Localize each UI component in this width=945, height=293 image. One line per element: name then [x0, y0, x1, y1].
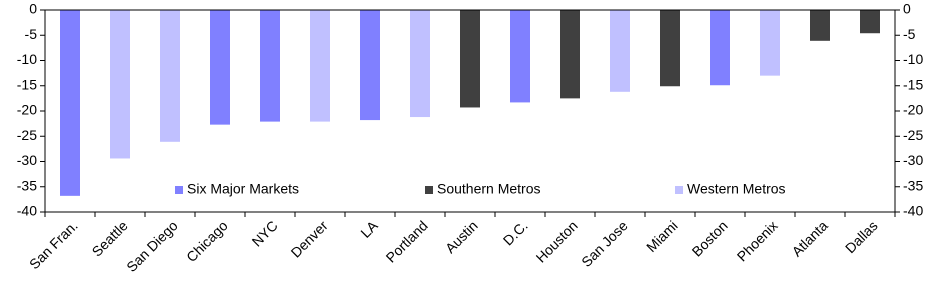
x-tick-label: Phoenix: [734, 217, 781, 264]
x-tick-label: Denver: [288, 217, 331, 260]
y-tick-label: -25: [17, 127, 37, 143]
bar: [210, 10, 230, 125]
y-tick-label: -35: [17, 177, 37, 193]
bar: [260, 10, 280, 122]
legend-swatch: [175, 186, 183, 194]
x-tick-label: Seattle: [89, 217, 131, 259]
x-tick-label: San Jose: [578, 217, 631, 270]
x-tick-label: San Diego: [123, 217, 181, 275]
x-tick-label: D.C.: [500, 217, 531, 248]
y2-tick-label: -10: [903, 51, 923, 67]
y2-tick-label: -30: [903, 152, 923, 168]
bar: [510, 10, 530, 103]
y2-tick-label: -15: [903, 76, 923, 92]
y2-tick-label: -5: [903, 26, 916, 42]
x-tick-label: San Fran.: [26, 217, 81, 272]
x-tick-label: Boston: [689, 217, 731, 259]
y-tick-label: -30: [17, 152, 37, 168]
bar: [60, 10, 80, 196]
bar: [810, 10, 830, 41]
x-tick-label: NYC: [249, 217, 281, 249]
x-tick-label: Miami: [643, 217, 681, 255]
y2-tick-label: -25: [903, 127, 923, 143]
legend-swatch: [425, 186, 433, 194]
y2-tick-label: 0: [903, 1, 911, 17]
bar: [560, 10, 580, 99]
bar: [410, 10, 430, 118]
x-tick-label: Dallas: [842, 217, 881, 256]
bar: [110, 10, 130, 159]
y2-tick-label: -20: [903, 102, 923, 118]
y-tick-label: -15: [17, 76, 37, 92]
legend-label: Southern Metros: [437, 181, 541, 197]
bar: [460, 10, 480, 108]
bar: [710, 10, 730, 86]
bar: [160, 10, 180, 142]
bar: [760, 10, 780, 76]
y-tick-label: -40: [17, 203, 37, 219]
bar: [860, 10, 880, 34]
y-tick-label: -10: [17, 51, 37, 67]
x-tick-label: LA: [357, 217, 381, 241]
y-tick-label: 0: [29, 1, 37, 17]
x-tick-label: Portland: [383, 217, 431, 265]
bar: [660, 10, 680, 87]
bar: [610, 10, 630, 92]
x-tick-label: Atlanta: [789, 217, 831, 259]
x-tick-label: Austin: [442, 217, 481, 256]
legend-swatch: [675, 186, 683, 194]
bar: [360, 10, 380, 121]
x-tick-label: Chicago: [183, 217, 231, 265]
y-tick-label: -5: [25, 26, 38, 42]
x-tick-label: Houston: [533, 217, 581, 265]
y2-tick-label: -40: [903, 203, 923, 219]
legend-label: Western Metros: [687, 181, 786, 197]
legend-label: Six Major Markets: [187, 181, 299, 197]
y-tick-label: -20: [17, 102, 37, 118]
y2-tick-label: -35: [903, 177, 923, 193]
bar: [310, 10, 330, 122]
